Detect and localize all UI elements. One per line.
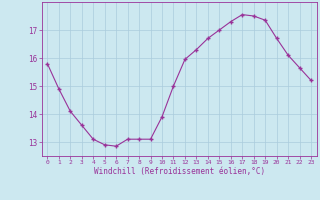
X-axis label: Windchill (Refroidissement éolien,°C): Windchill (Refroidissement éolien,°C) [94, 167, 265, 176]
